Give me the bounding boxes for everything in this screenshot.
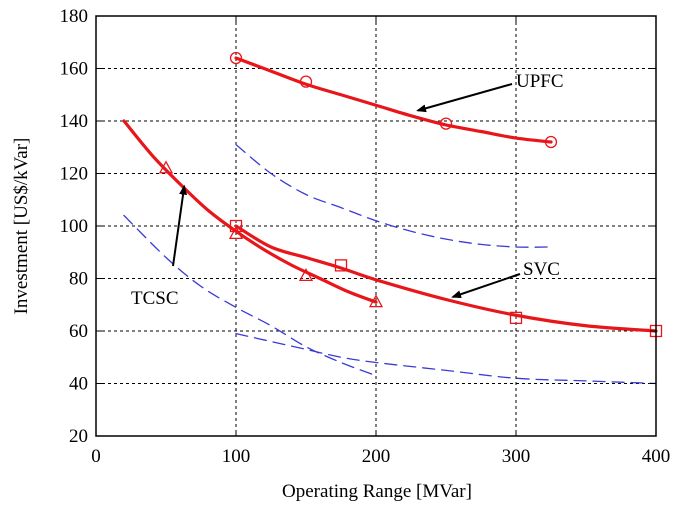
x-tick-label: 400 bbox=[642, 446, 671, 467]
tcsc-annotation-arrow bbox=[172, 184, 188, 267]
reference-series-line bbox=[235, 143, 552, 248]
y-tick-label: 100 bbox=[60, 216, 89, 237]
upfc-circle-marker bbox=[544, 135, 558, 149]
svc-series-line bbox=[234, 224, 658, 333]
x-tick-label: 200 bbox=[362, 446, 391, 467]
grid bbox=[96, 16, 656, 436]
reference-series-line bbox=[235, 332, 657, 385]
y-tick-label: 120 bbox=[60, 164, 89, 185]
tcsc-triangle-marker bbox=[228, 226, 244, 240]
upfc-circle-marker bbox=[229, 51, 243, 65]
x-tick-label: 100 bbox=[222, 446, 251, 467]
y-tick-label: 40 bbox=[69, 374, 88, 395]
svc-square-marker bbox=[509, 311, 523, 325]
tcsc-triangle-marker bbox=[158, 160, 174, 174]
upfc-annotation-label: UPFC bbox=[516, 71, 564, 92]
svc-annotation-label: SVC bbox=[523, 259, 560, 280]
x-axis-title: Operating Range [MVar] bbox=[282, 481, 472, 502]
tcsc-triangle-marker bbox=[298, 268, 314, 282]
series-markers bbox=[158, 51, 663, 338]
series-lines bbox=[122, 56, 658, 385]
y-tick-label: 20 bbox=[69, 426, 88, 447]
upfc-circle-marker bbox=[439, 117, 453, 130]
upfc-circle-marker bbox=[299, 75, 313, 88]
annotations: UPFC SVC TCSC bbox=[131, 71, 564, 309]
y-tick-label: 140 bbox=[60, 111, 89, 132]
tcsc-annotation-label: TCSC bbox=[131, 288, 179, 309]
svc-annotation-arrow bbox=[451, 273, 521, 299]
tcsc-triangle-marker bbox=[368, 294, 384, 308]
y-tick-label: 180 bbox=[60, 6, 89, 27]
y-axis-title: Investment [US$/kVar] bbox=[11, 138, 32, 315]
tcsc-series-line bbox=[122, 119, 378, 304]
upfc-series-line bbox=[234, 56, 553, 144]
svc-square-marker bbox=[334, 259, 348, 272]
upfc-annotation-arrow bbox=[416, 83, 513, 113]
y-tick-label: 60 bbox=[69, 321, 88, 342]
reference-series-line bbox=[123, 214, 377, 377]
y-tick-label: 80 bbox=[69, 269, 88, 290]
tick-labels: 0 100 200 300 400 20 40 60 80 100 120 140 160 180 bbox=[60, 6, 671, 467]
x-tick-label: 300 bbox=[502, 446, 531, 467]
svc-square-marker bbox=[229, 219, 243, 233]
x-tick-label: 0 bbox=[91, 446, 101, 467]
y-tick-label: 160 bbox=[60, 59, 89, 80]
